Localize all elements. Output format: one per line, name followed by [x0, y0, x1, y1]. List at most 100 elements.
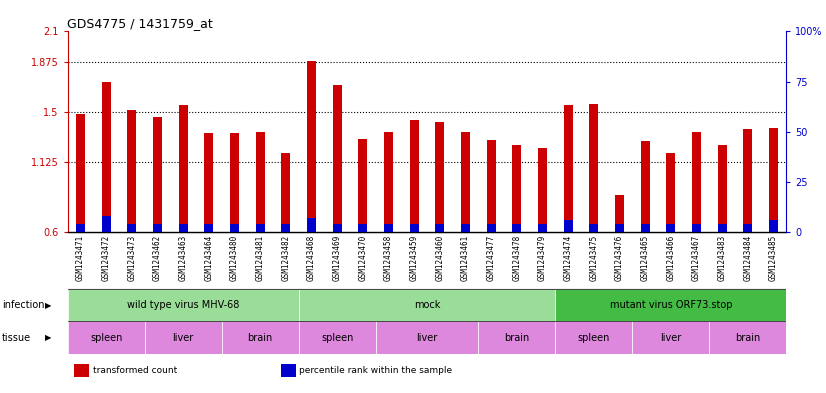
Bar [204, 224, 213, 232]
Bar [538, 148, 547, 232]
Bar [68, 321, 145, 354]
Text: ▶: ▶ [45, 333, 51, 342]
Bar [512, 224, 521, 232]
Bar [667, 153, 676, 232]
Bar [633, 321, 710, 354]
Bar [692, 224, 701, 232]
Text: GSM1243458: GSM1243458 [384, 235, 393, 281]
Bar [307, 218, 316, 232]
Bar [221, 321, 299, 354]
Text: GSM1243466: GSM1243466 [667, 235, 676, 281]
Text: GSM1243462: GSM1243462 [153, 235, 162, 281]
Text: infection: infection [2, 300, 44, 310]
Text: brain: brain [735, 332, 761, 343]
Bar [615, 224, 624, 232]
Bar [153, 224, 162, 232]
Bar [590, 224, 598, 232]
Text: GSM1243471: GSM1243471 [76, 235, 85, 281]
Bar [555, 321, 633, 354]
Text: GSM1243477: GSM1243477 [487, 235, 496, 281]
Text: GSM1243479: GSM1243479 [538, 235, 547, 281]
Text: GSM1243465: GSM1243465 [641, 235, 650, 281]
Bar [256, 132, 264, 232]
Bar [615, 195, 624, 232]
Text: percentile rank within the sample: percentile rank within the sample [299, 366, 452, 375]
Text: spleen: spleen [577, 332, 610, 343]
Text: spleen: spleen [90, 332, 122, 343]
Bar [256, 224, 264, 232]
Bar [68, 289, 299, 321]
Bar [410, 224, 419, 232]
Bar [667, 224, 676, 232]
Bar [376, 321, 478, 354]
Text: wild type virus MHV-68: wild type virus MHV-68 [127, 300, 240, 310]
Bar [358, 224, 368, 232]
Text: GSM1243467: GSM1243467 [692, 235, 701, 281]
Bar [555, 289, 786, 321]
Bar [127, 224, 136, 232]
Bar [102, 82, 111, 232]
Text: GSM1243460: GSM1243460 [435, 235, 444, 281]
Text: GSM1243483: GSM1243483 [718, 235, 727, 281]
Bar [743, 224, 752, 232]
Bar [204, 133, 213, 232]
Bar [358, 139, 368, 232]
Text: ▶: ▶ [45, 301, 51, 310]
Text: mutant virus ORF73.stop: mutant virus ORF73.stop [610, 300, 732, 310]
Bar [145, 321, 221, 354]
Bar [410, 120, 419, 232]
Text: GSM1243485: GSM1243485 [769, 235, 778, 281]
Bar [435, 224, 444, 232]
Bar [333, 224, 342, 232]
Text: GSM1243481: GSM1243481 [256, 235, 264, 281]
Text: GSM1243459: GSM1243459 [410, 235, 419, 281]
Bar [76, 224, 85, 232]
Bar [743, 129, 752, 232]
Bar [563, 105, 572, 232]
Bar [538, 224, 547, 232]
Bar [299, 321, 376, 354]
Text: brain: brain [504, 332, 529, 343]
Text: liver: liver [660, 332, 681, 343]
Bar [563, 220, 572, 232]
Bar [487, 224, 496, 232]
Text: GSM1243469: GSM1243469 [333, 235, 342, 281]
Text: GSM1243482: GSM1243482 [282, 235, 291, 281]
Text: GSM1243484: GSM1243484 [743, 235, 752, 281]
Bar [641, 141, 650, 232]
Text: liver: liver [173, 332, 194, 343]
Text: liver: liver [416, 332, 438, 343]
Bar [710, 321, 786, 354]
Text: GSM1243468: GSM1243468 [307, 235, 316, 281]
Text: tissue: tissue [2, 332, 31, 343]
Bar [590, 104, 598, 232]
Text: GSM1243463: GSM1243463 [178, 235, 188, 281]
Bar [74, 364, 89, 376]
Bar [435, 123, 444, 232]
Text: brain: brain [248, 332, 273, 343]
Bar [512, 145, 521, 232]
Bar [230, 133, 239, 232]
Bar [76, 114, 85, 232]
Bar [307, 61, 316, 232]
Text: GSM1243472: GSM1243472 [102, 235, 111, 281]
Bar [478, 321, 555, 354]
Bar [769, 220, 778, 232]
Bar [282, 153, 291, 232]
Bar [178, 224, 188, 232]
Text: mock: mock [414, 300, 440, 310]
Bar [461, 132, 470, 232]
Text: GSM1243474: GSM1243474 [563, 235, 572, 281]
Bar [178, 105, 188, 232]
Bar [487, 140, 496, 232]
Bar [692, 132, 701, 232]
Text: GSM1243480: GSM1243480 [230, 235, 239, 281]
Bar [102, 216, 111, 232]
Bar [718, 224, 727, 232]
Bar [230, 224, 239, 232]
Bar [281, 364, 296, 376]
Bar [282, 224, 291, 232]
Text: GSM1243476: GSM1243476 [615, 235, 624, 281]
Bar [384, 132, 393, 232]
Bar [299, 289, 555, 321]
